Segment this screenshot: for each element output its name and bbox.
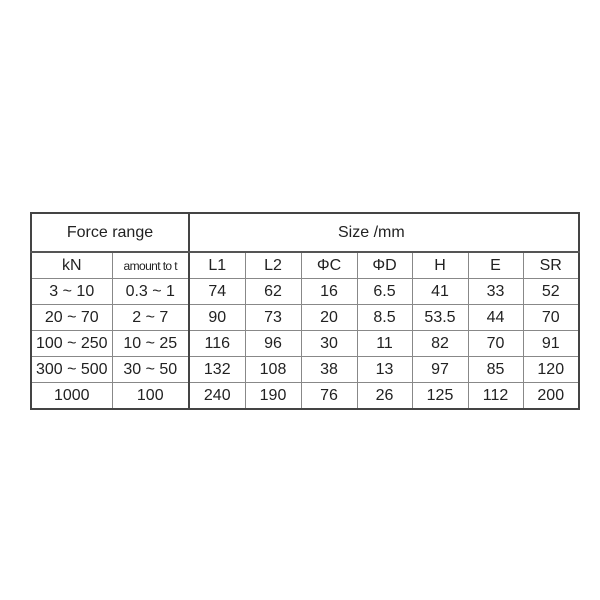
table-cell: 91 [522, 330, 580, 357]
table-cell: 300 ~ 500 [30, 356, 113, 383]
table-cell: 85 [467, 356, 524, 383]
table-row: 1000 100 240 190 76 26 125 112 200 [30, 382, 580, 410]
col-header-l1: L1 [188, 251, 246, 279]
col-header-amount: amount to t [111, 251, 190, 279]
col-header-kn: kN [30, 251, 113, 279]
col-header-phid: ΦD [356, 251, 413, 279]
group-header-row: Force range Size /mm [30, 212, 580, 253]
table-cell: 74 [188, 278, 246, 305]
table-cell: 132 [188, 356, 246, 383]
size-header: Size /mm [188, 212, 580, 253]
table-cell: 26 [356, 382, 413, 410]
column-header-row: kN amount to t L1 L2 ΦC ΦD H E SR [30, 251, 580, 279]
table-cell: 82 [411, 330, 469, 357]
table-cell: 70 [522, 304, 580, 331]
table-cell: 190 [244, 382, 302, 410]
table-cell: 240 [188, 382, 246, 410]
table-cell: 52 [522, 278, 580, 305]
table-cell: 30 ~ 50 [111, 356, 190, 383]
col-header-h: H [411, 251, 469, 279]
table-cell: 76 [300, 382, 358, 410]
table-cell: 30 [300, 330, 358, 357]
table-cell: 16 [300, 278, 358, 305]
table-cell: 41 [411, 278, 469, 305]
table-cell: 0.3 ~ 1 [111, 278, 190, 305]
col-header-l2: L2 [244, 251, 302, 279]
table-cell: 2 ~ 7 [111, 304, 190, 331]
table-cell: 8.5 [356, 304, 413, 331]
table-cell: 10 ~ 25 [111, 330, 190, 357]
table-cell: 96 [244, 330, 302, 357]
table-cell: 38 [300, 356, 358, 383]
table-row: 20 ~ 70 2 ~ 7 90 73 20 8.5 53.5 44 70 [30, 304, 580, 331]
table-cell: 53.5 [411, 304, 469, 331]
table-cell: 62 [244, 278, 302, 305]
force-range-header: Force range [30, 212, 190, 253]
table-cell: 120 [522, 356, 580, 383]
table-row: 100 ~ 250 10 ~ 25 116 96 30 11 82 70 91 [30, 330, 580, 357]
table-cell: 116 [188, 330, 246, 357]
table-cell: 108 [244, 356, 302, 383]
table-cell: 33 [467, 278, 524, 305]
table-cell: 73 [244, 304, 302, 331]
table-cell: 100 ~ 250 [30, 330, 113, 357]
table-cell: 97 [411, 356, 469, 383]
table-row: 300 ~ 500 30 ~ 50 132 108 38 13 97 85 120 [30, 356, 580, 383]
table-cell: 3 ~ 10 [30, 278, 113, 305]
table-cell: 112 [467, 382, 524, 410]
col-header-sr: SR [522, 251, 580, 279]
force-size-table: Force range Size /mm kN amount to t L1 L… [30, 212, 580, 410]
table-cell: 125 [411, 382, 469, 410]
table-cell: 1000 [30, 382, 113, 410]
table-cell: 13 [356, 356, 413, 383]
table-cell: 70 [467, 330, 524, 357]
col-header-e: E [467, 251, 524, 279]
col-header-phic: ΦC [300, 251, 358, 279]
table-cell: 200 [522, 382, 580, 410]
table-cell: 44 [467, 304, 524, 331]
table-cell: 20 ~ 70 [30, 304, 113, 331]
table-cell: 20 [300, 304, 358, 331]
table-cell: 6.5 [356, 278, 413, 305]
table-row: 3 ~ 10 0.3 ~ 1 74 62 16 6.5 41 33 52 [30, 278, 580, 305]
table-cell: 90 [188, 304, 246, 331]
table-cell: 11 [356, 330, 413, 357]
table-cell: 100 [111, 382, 190, 410]
